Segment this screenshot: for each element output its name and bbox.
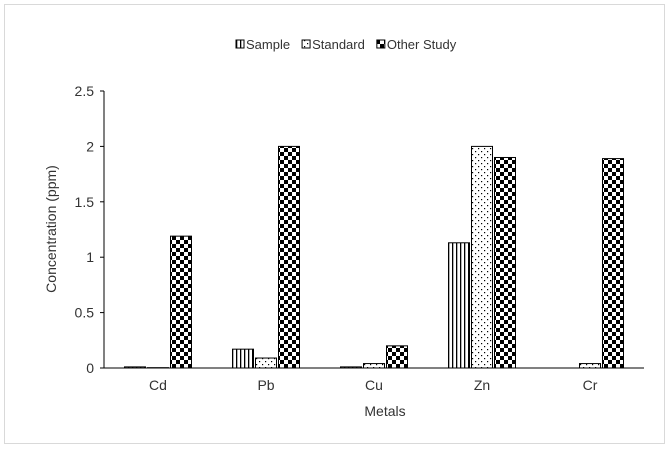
bar-standard-zn <box>472 146 493 368</box>
y-tick-label: 2.5 <box>75 83 95 99</box>
bar-standard-cu <box>364 364 385 368</box>
legend-label-sample: Sample <box>246 37 290 52</box>
legend-swatch-other-study <box>377 40 385 48</box>
legend-label-standard: Standard <box>312 37 365 52</box>
bar-sample-cd <box>125 367 146 368</box>
x-tick-label-zn: Zn <box>474 377 490 393</box>
y-tick-label: 0 <box>86 360 94 376</box>
y-tick-label: 0.5 <box>75 305 95 321</box>
bar-standard-cr <box>580 364 601 368</box>
y-axis-title: Concentration (ppm) <box>43 165 59 293</box>
x-tick-label-pb: Pb <box>257 377 274 393</box>
bar-other-study-pb <box>279 146 300 368</box>
bar-sample-pb <box>233 349 254 368</box>
y-tick-label: 1.5 <box>75 194 95 210</box>
bar-other-study-zn <box>495 157 516 368</box>
x-tick-label-cr: Cr <box>583 377 598 393</box>
bar-other-study-cr <box>603 159 624 368</box>
y-tick-label: 1 <box>86 249 94 265</box>
bar-other-study-cu <box>387 346 408 368</box>
x-axis-title: Metals <box>364 403 405 419</box>
bar-sample-zn <box>449 243 470 368</box>
legend-label-other-study: Other Study <box>387 37 457 52</box>
bar-standard-pb <box>256 358 277 368</box>
y-tick-label: 2 <box>86 138 94 154</box>
legend-swatch-standard <box>302 40 310 48</box>
x-tick-label-cu: Cu <box>365 377 383 393</box>
bar-other-study-cd <box>171 236 192 368</box>
x-tick-label-cd: Cd <box>149 377 167 393</box>
legend: Sample Standard Other Study <box>236 37 457 52</box>
bar-sample-cu <box>341 367 362 368</box>
legend-swatch-sample <box>236 40 244 48</box>
